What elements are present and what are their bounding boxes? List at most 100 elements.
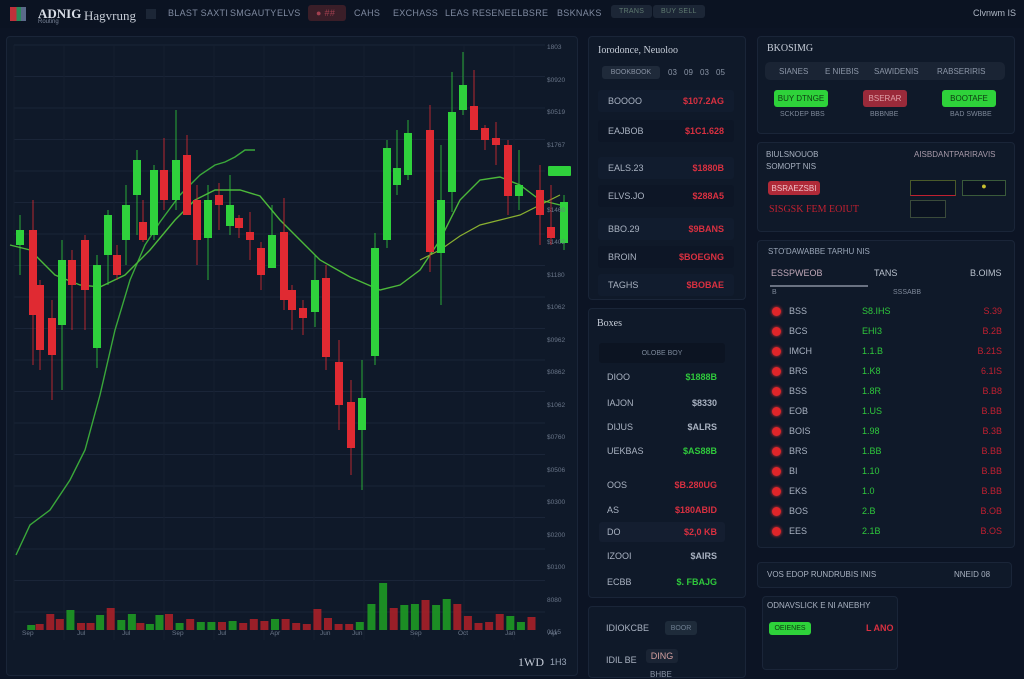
order-book-row-label: EALS.23 xyxy=(608,163,644,173)
order-book-row[interactable]: BOOOO $107.2AG xyxy=(598,90,734,112)
boxes-row-label: AS xyxy=(607,505,620,515)
status-dot-icon xyxy=(772,407,781,417)
trade-amount: S8.IHS xyxy=(862,306,891,316)
boxes-row[interactable]: DO $2,0 KB xyxy=(599,522,725,542)
bottom-center-chip-3[interactable]: BHBE xyxy=(650,670,672,679)
thumbnail-chart-1[interactable] xyxy=(910,180,956,196)
trade-row[interactable]: BSS S8.IHS S.39 xyxy=(772,302,1002,320)
trade-row[interactable]: BCS EHI3 B.2B xyxy=(772,322,1002,340)
trade-amount: 1.98 xyxy=(862,426,880,436)
trade-symbol-cell: IMCH xyxy=(772,346,862,357)
nav-item-6[interactable]: LEAS RESENE xyxy=(445,8,511,18)
boxes-row[interactable]: DIJUS $ALRS xyxy=(599,417,725,437)
candlestick-chart[interactable] xyxy=(0,0,580,678)
thumbnail-chart-3[interactable] xyxy=(910,200,946,218)
trade-row[interactable]: EOB 1.US B.BB xyxy=(772,402,1002,420)
trades-title: STO'DAWABBE TARHU NIS xyxy=(768,247,870,256)
boxes-row[interactable]: IAJON $8330 xyxy=(599,393,725,413)
brand-secondary: Hagvrung xyxy=(84,8,136,23)
boxes-row-value: $2,0 KB xyxy=(683,527,717,537)
boxes-row[interactable]: AS $180ABID xyxy=(599,500,725,520)
trades-header-0[interactable]: ESSPWEOB xyxy=(771,268,823,278)
nav-item-0[interactable]: BLAST SAXTI xyxy=(168,8,229,18)
trade-tab-1[interactable]: E NIEBIS xyxy=(825,67,859,76)
trade-row[interactable]: EES 2.1B B.OS xyxy=(772,522,1002,540)
order-book-row[interactable]: TAGHS $BOBAE xyxy=(598,274,734,296)
order-book-tab-3[interactable]: 03 xyxy=(700,68,709,77)
confirm-button[interactable]: BOOTAFE xyxy=(942,90,996,107)
order-book-title: Iorodonce, Neuoloo xyxy=(598,45,678,56)
order-book-row[interactable]: EALS.23 $1880B xyxy=(598,157,734,179)
trade-symbol: BI xyxy=(789,465,798,476)
order-book-tab-2[interactable]: 09 xyxy=(684,68,693,77)
trade-row[interactable]: IMCH 1.1.B B.21S xyxy=(772,342,1002,360)
trade-row[interactable]: BSS 1.8R B.B8 xyxy=(772,382,1002,400)
boxes-row-value: $180ABID xyxy=(674,505,717,515)
trade-row[interactable]: BRS 1.BB B.BB xyxy=(772,442,1002,460)
order-book-row[interactable]: ELVS.JO $288A5 xyxy=(598,185,734,207)
order-book-tab-1[interactable]: 03 xyxy=(668,68,677,77)
time-axis-label: Jul xyxy=(218,630,227,637)
nav-item-4[interactable]: CAHS xyxy=(354,8,381,18)
trade-amount: 1.K8 xyxy=(862,366,881,376)
brand-subtitle: Routing xyxy=(38,19,59,25)
trade-tab-3[interactable]: RABSERIRIS xyxy=(937,67,986,76)
thumbnail-chart-2[interactable]: ● xyxy=(962,180,1006,196)
trade-row[interactable]: BRS 1.K8 6.1IS xyxy=(772,362,1002,380)
order-book-row-label: ELVS.JO xyxy=(608,191,645,201)
time-axis-label: Jul xyxy=(122,630,131,637)
nav-pill-trans[interactable]: TRANS xyxy=(611,5,653,18)
bottom-center-chip-1[interactable]: BOOR xyxy=(665,621,697,635)
status-dot-icon xyxy=(772,527,781,537)
trade-amount: 1.US xyxy=(862,406,883,416)
nav-item-8[interactable]: BSKNAKS xyxy=(557,8,602,18)
trades-header-1[interactable]: TANS xyxy=(874,268,898,278)
boxes-row-label: DIJUS xyxy=(607,422,634,432)
trade-symbol-cell: BOS xyxy=(772,506,862,517)
nav-item-1[interactable]: SMGAUTY xyxy=(230,8,277,18)
boxes-row[interactable]: IZOOI $AIRS xyxy=(599,546,725,566)
status-dot-icon xyxy=(772,347,781,357)
bottom-right-value[interactable]: NNEID 08 xyxy=(954,570,991,579)
order-book-row[interactable]: EAJBOB $1C1.628 xyxy=(598,120,734,142)
order-book-tab-4[interactable]: 05 xyxy=(716,68,725,77)
boxes-row[interactable]: UEKBAS $AS88B xyxy=(599,441,725,461)
trade-amount: 2.B xyxy=(862,506,876,516)
trade-tab-0[interactable]: SIANES xyxy=(779,67,809,76)
nav-item-7[interactable]: ELBSRE xyxy=(511,8,549,18)
nav-item-live[interactable]: ● ## xyxy=(308,5,346,21)
trade-row[interactable]: EKS 1.0 B.BB xyxy=(772,482,1002,500)
price-axis-label: 1803 xyxy=(547,44,562,51)
account-menu[interactable]: Clvnwm IS xyxy=(972,8,1016,18)
boxes-row[interactable]: DIOO $1888B xyxy=(599,367,725,387)
nav-pill-buysell[interactable]: BUY SELL xyxy=(653,5,705,18)
order-book-row[interactable]: BROIN $BOEGNG xyxy=(598,246,734,268)
sell-button[interactable]: BSERAR xyxy=(863,90,907,107)
menu-icon[interactable] xyxy=(146,9,156,19)
trade-change: B.2B xyxy=(982,326,1002,336)
order-book-row-label: BROIN xyxy=(608,252,637,262)
status-dot-icon xyxy=(772,447,781,457)
bottom-center-chip-2[interactable]: DING xyxy=(646,649,678,663)
time-axis-label: Apr xyxy=(548,630,559,637)
time-axis-label: Sep xyxy=(172,630,184,637)
price-axis-label: $1062 xyxy=(547,401,566,409)
bottom-right-button[interactable]: OEIENES xyxy=(769,622,811,635)
trades-header-2[interactable]: B.OIMS xyxy=(970,268,1002,278)
sell-button-sub: BBBNBE xyxy=(870,111,899,118)
trade-row[interactable]: BI 1.10 B.BB xyxy=(772,462,1002,480)
trade-tab-2[interactable]: SAWIDENIS xyxy=(874,67,919,76)
buy-button[interactable]: BUY DTNGE xyxy=(774,90,828,107)
chart-timeframe[interactable]: 1H3 xyxy=(550,657,567,667)
boxes-row[interactable]: ECBB $. FBAJG xyxy=(599,572,725,592)
order-book-row[interactable]: BBO.29 $9BANS xyxy=(598,218,734,240)
boxes-row-label: DO xyxy=(607,527,621,537)
nav-item-5[interactable]: EXCHASS xyxy=(393,8,439,18)
trade-row[interactable]: BOS 2.B B.OB xyxy=(772,502,1002,520)
boxes-row[interactable]: OOS $B.280UG xyxy=(599,475,725,495)
chart-interval[interactable]: 1WD xyxy=(518,655,544,669)
alert-badge[interactable]: BSRAEZSBI xyxy=(768,181,820,195)
order-book-tab-active[interactable]: BOOKBOOK xyxy=(602,66,660,79)
trade-row[interactable]: BOIS 1.98 B.3B xyxy=(772,422,1002,440)
nav-item-2[interactable]: ELVS xyxy=(277,8,301,18)
